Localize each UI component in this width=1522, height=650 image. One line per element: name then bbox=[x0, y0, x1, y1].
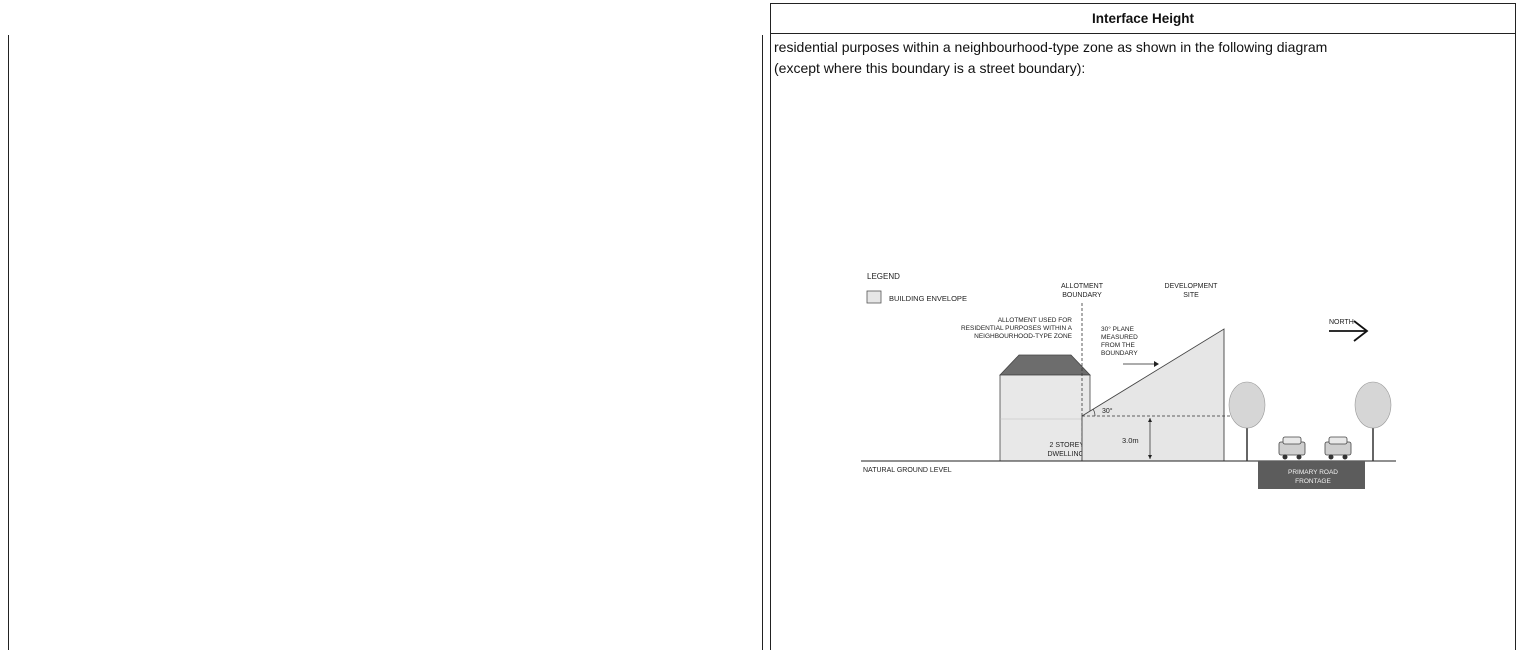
tree-2-canopy bbox=[1354, 381, 1392, 429]
development-site-label-1: DEVELOPMENT bbox=[1165, 283, 1219, 290]
height-dim-bottom bbox=[1148, 455, 1152, 459]
panel-header: Interface Height bbox=[771, 4, 1515, 34]
dwelling-roof bbox=[999, 354, 1091, 376]
plane-label-3: FROM THE bbox=[1101, 342, 1135, 349]
development-site-label-2: SITE bbox=[1183, 292, 1199, 299]
plane-label-1: 30° PLANE bbox=[1101, 325, 1135, 333]
interface-height-panel: Interface Height residential purposes wi… bbox=[770, 3, 1516, 650]
body-line-2: (except where this boundary is a street … bbox=[774, 60, 1086, 76]
legend-title: LEGEND bbox=[867, 272, 900, 281]
dwelling-label-1: 2 STOREY bbox=[1050, 442, 1085, 449]
allotment-used-label-1: ALLOTMENT USED FOR bbox=[998, 317, 1073, 324]
angle-label: 30° bbox=[1102, 407, 1113, 415]
angle-arc bbox=[1092, 408, 1096, 417]
allotment-used-label-2: RESIDENTIAL PURPOSES WITHIN A bbox=[961, 325, 1073, 332]
plane-label-2: MEASURED bbox=[1101, 334, 1138, 341]
car-1 bbox=[1278, 436, 1306, 460]
column-divider bbox=[762, 35, 763, 650]
height-label: 3.0m bbox=[1122, 436, 1139, 445]
car-2 bbox=[1324, 436, 1352, 460]
north-label: NORTH bbox=[1329, 319, 1354, 326]
allotment-boundary-label-2: BOUNDARY bbox=[1062, 292, 1102, 299]
body-line-1: residential purposes within a neighbourh… bbox=[774, 39, 1328, 55]
height-dim-top bbox=[1148, 418, 1152, 422]
interface-height-diagram: LEGEND BUILDING ENVELOPE ALLOTMENT BOUND… bbox=[861, 272, 1396, 489]
ground-label: NATURAL GROUND LEVEL bbox=[863, 467, 952, 474]
left-column-border bbox=[8, 35, 9, 650]
dwelling-body bbox=[999, 374, 1091, 462]
legend-swatch bbox=[866, 290, 882, 304]
allotment-used-label-3: NEIGHBOURHOOD-TYPE ZONE bbox=[974, 333, 1073, 340]
plane-pointer-head bbox=[1154, 361, 1159, 367]
road-label-2: FRONTAGE bbox=[1295, 478, 1331, 485]
north-arrow-head bbox=[1353, 320, 1369, 342]
panel-body-text: residential purposes within a neighbourh… bbox=[771, 34, 1515, 79]
allotment-boundary-label-1: ALLOTMENT bbox=[1061, 283, 1104, 290]
road-block bbox=[1258, 461, 1365, 489]
legend-item: BUILDING ENVELOPE bbox=[889, 294, 967, 303]
road-label-1: PRIMARY ROAD bbox=[1288, 469, 1338, 476]
dwelling-label-2: DWELLING bbox=[1047, 451, 1084, 458]
tree-1-canopy bbox=[1228, 381, 1266, 429]
plane-label-4: BOUNDARY bbox=[1101, 350, 1138, 357]
